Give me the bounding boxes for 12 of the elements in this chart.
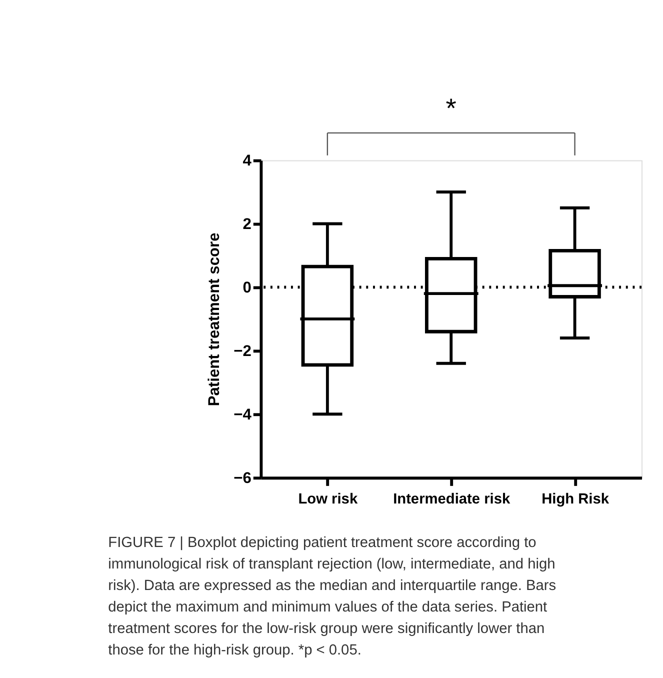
y-axis-title: Patient treatment score: [206, 232, 223, 406]
y-tick-label: 4: [242, 152, 252, 170]
x-tick-label: Intermediate risk: [393, 491, 511, 508]
caption: FIGURE 7 | Boxplot depicting patient treatment score according to immunological risk of transplant rejection (low, intermediate, and high risk). Data are expressed as the median and interquartile range. Bars depict the maximum and minimum values of the data series. Patient treatment scores for the low-risk group were significantly lower than those for the high-risk group. *p < 0.05.: [108, 534, 556, 658]
y-tick-label: −2: [234, 343, 252, 360]
y-tick-label: 0: [242, 280, 252, 297]
text: *: [446, 92, 457, 124]
x-tick-label: Low risk: [298, 491, 358, 508]
y-tick-label: −4: [234, 406, 252, 424]
x-tick-label: High Risk: [542, 491, 610, 508]
y-tick-label: 2: [242, 216, 252, 234]
y-tick-label: −6: [234, 470, 252, 487]
